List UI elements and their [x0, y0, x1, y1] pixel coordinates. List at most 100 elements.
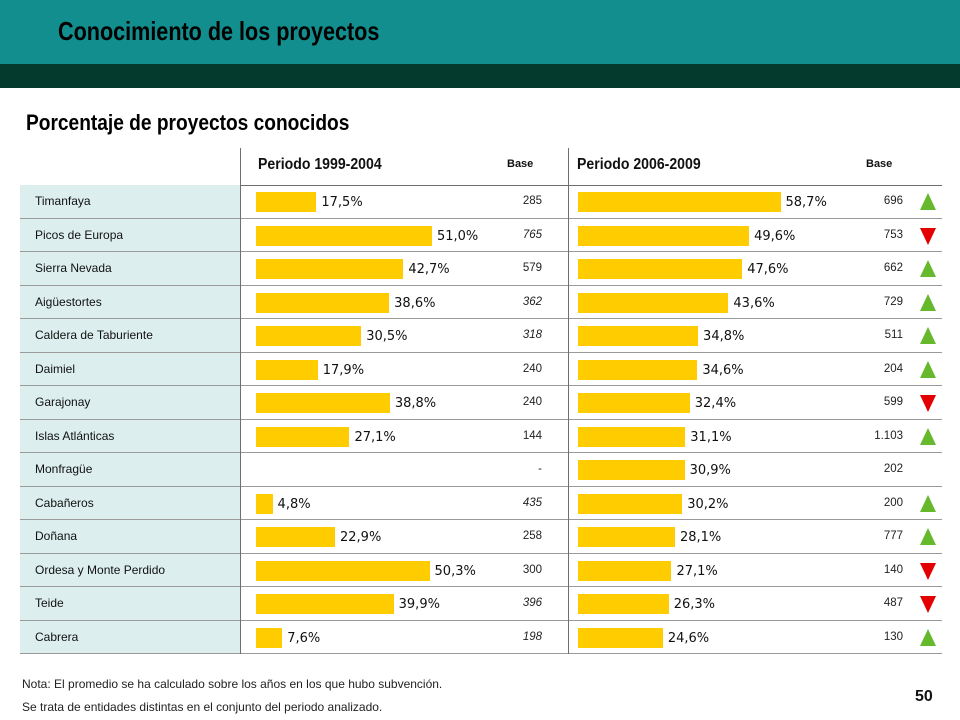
base-value-period-1: 258	[522, 530, 542, 542]
table-row: Daimiel 17,9% 240 34,6% 204	[20, 352, 942, 386]
trend-down-icon	[920, 596, 936, 613]
bar-period-1	[256, 426, 350, 447]
bar-label-period-2: 34,8%	[703, 329, 745, 344]
bar-period-2	[578, 627, 663, 648]
table-row: Cabrera 7,6% 198 24,6% 130	[20, 620, 942, 654]
bar-period-1	[256, 493, 273, 514]
trend-up-icon	[920, 293, 936, 311]
bar-label-period-2: 31,1%	[690, 429, 732, 445]
bar-label-period-1: 17,9%	[322, 362, 365, 378]
bar-period-2	[578, 527, 675, 547]
bar-period-2	[578, 426, 686, 447]
trend-up-icon	[920, 494, 936, 512]
bar-period-1	[256, 359, 318, 380]
table-row: Caldera de Taburiente 30,5% 318 34,8% 511	[20, 319, 942, 353]
bar-label-period-1: 7,6%	[287, 630, 321, 646]
bar-period-2	[578, 359, 698, 380]
bar-label-period-2: 28,1%	[679, 530, 722, 545]
trend-up-icon	[920, 427, 936, 445]
bar-period-1	[256, 527, 335, 547]
park-name: Ordesa y Monte Perdido	[20, 553, 240, 586]
bar-period-2	[578, 560, 672, 581]
park-name: Caldera de Taburiente	[20, 319, 240, 352]
base-value-period-2: 140	[883, 563, 903, 576]
base-value-period-1: 240	[522, 396, 542, 408]
park-name: Cabañeros	[20, 486, 240, 519]
bar-label-period-1: 17,5%	[321, 195, 363, 210]
bar-period-1	[256, 594, 394, 614]
bar-label-period-1: 51,0%	[436, 228, 479, 244]
bar-period-1	[256, 326, 362, 346]
bar-label-period-1: 27,1%	[354, 429, 396, 445]
bar-period-2	[578, 292, 729, 313]
trend-up-icon	[920, 327, 936, 344]
bar-label-period-1: 39,9%	[398, 597, 440, 612]
table-row: Aigüestortes 38,6% 362 43,6% 729	[20, 285, 942, 319]
base-value-period-2: 753	[883, 228, 903, 241]
trend-up-icon	[920, 360, 936, 378]
bar-label-period-1: 38,8%	[394, 396, 437, 411]
base-value-period-2: 204	[883, 362, 903, 375]
table-row: Teide 39,9% 396 26,3% 487	[20, 587, 942, 621]
header-band	[0, 0, 960, 64]
bar-period-2	[578, 594, 669, 614]
base-value-period-1: 765	[522, 228, 542, 241]
trend-down-icon	[920, 562, 936, 580]
bar-label-period-2: 32,4%	[694, 396, 737, 411]
base-value-period-2: 662	[883, 262, 903, 274]
page-number: 50	[915, 688, 933, 705]
bar-label-period-1: 30,5%	[366, 329, 408, 344]
bar-label-period-1: 22,9%	[340, 530, 382, 545]
base-value-period-1: 362	[522, 295, 542, 308]
base-value-period-2: 599	[883, 396, 903, 408]
park-name: Sierra Nevada	[20, 252, 240, 285]
bar-period-1	[256, 292, 390, 313]
trend-up-icon	[920, 628, 936, 646]
table-row: Monfragüe - 30,9% 202	[20, 453, 942, 487]
bar-period-2	[578, 192, 781, 212]
bar-label-period-1: 42,7%	[408, 262, 450, 277]
base-value-period-2: 200	[883, 496, 903, 509]
base-value-period-2: 696	[883, 195, 903, 207]
base-value-period-1: 396	[522, 597, 542, 609]
trend-up-icon	[920, 528, 936, 545]
page-title: Conocimiento de los proyectos	[58, 16, 380, 46]
table-row: Doñana 22,9% 258 28,1% 777	[20, 520, 942, 554]
base-value-period-1: 240	[522, 362, 542, 375]
park-name: Timanfaya	[20, 185, 240, 218]
base-value-period-2: 777	[883, 530, 903, 542]
park-name: Aigüestortes	[20, 285, 240, 318]
park-name: Cabrera	[20, 620, 240, 653]
bar-period-1	[256, 192, 317, 212]
bar-label-period-1: 50,3%	[434, 563, 476, 579]
column-divider-1	[240, 148, 241, 654]
period-2-header: Periodo 2006-2009	[577, 156, 701, 173]
bar-label-period-2: 34,6%	[702, 362, 744, 378]
table-row: Timanfaya 17,5% 285 58,7% 696	[20, 185, 942, 219]
park-name: Daimiel	[20, 352, 240, 385]
bar-period-1	[256, 627, 283, 648]
base-value-period-2: 487	[883, 597, 903, 609]
park-name: Garajonay	[20, 386, 240, 419]
bar-label-period-2: 24,6%	[667, 630, 710, 646]
bar-label-period-2: 43,6%	[733, 295, 775, 311]
trend-down-icon	[920, 395, 936, 412]
park-name: Islas Atlánticas	[20, 419, 240, 452]
bar-period-2	[578, 225, 750, 246]
bar-period-1	[256, 393, 390, 413]
table-row: Picos de Europa 51,0% 765 49,6% 753	[20, 218, 942, 252]
base-value-period-1: 144	[522, 429, 542, 442]
bar-label-period-2: 26,3%	[673, 597, 716, 612]
base-value-period-1: 435	[522, 496, 542, 509]
bar-period-1	[256, 225, 432, 246]
footnote-2: Se trata de entidades distintas en el co…	[22, 700, 383, 714]
base-1-header: Base	[507, 158, 534, 170]
header-stripe	[0, 64, 960, 88]
base-value-period-2: 130	[883, 630, 903, 643]
chart-subtitle: Porcentaje de proyectos conocidos	[26, 110, 350, 135]
bar-period-2	[578, 493, 683, 514]
bar-period-2	[578, 460, 685, 480]
table-row: Garajonay 38,8% 240 32,4% 599	[20, 386, 942, 420]
bar-label-period-2: 47,6%	[747, 262, 789, 277]
bar-label-period-1: 4,8%	[277, 496, 311, 512]
